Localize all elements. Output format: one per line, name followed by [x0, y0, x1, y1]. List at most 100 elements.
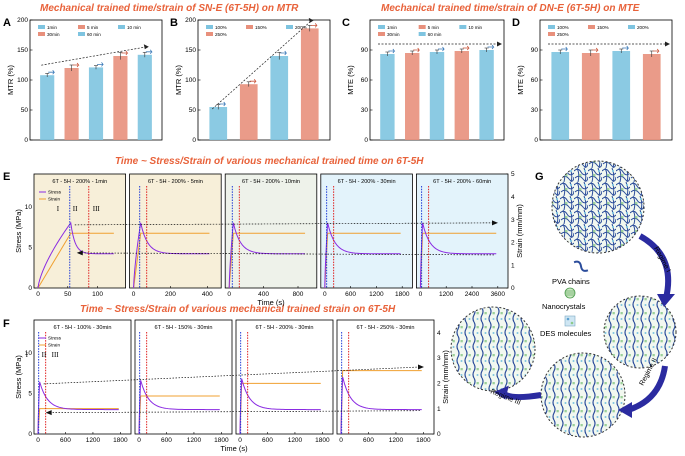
bar-arrow-icon	[97, 62, 104, 67]
bar-arrow-icon	[388, 48, 396, 54]
x-tick-label: 400	[258, 291, 269, 298]
bar-arrow-icon	[487, 44, 495, 50]
legend-label: 10 min	[127, 25, 141, 30]
legend-swatch	[286, 25, 293, 29]
panel-label-f: F	[3, 318, 10, 330]
legend-swatch	[118, 25, 125, 29]
x-tick-label: 400	[202, 291, 213, 298]
legend-label: 150%	[597, 25, 609, 30]
stress-curve	[419, 222, 497, 289]
legend-label: 30min	[387, 32, 400, 37]
bar-arrow-icon	[591, 47, 599, 53]
y-tick-label: 10	[25, 204, 33, 211]
y-tick-label: 0	[534, 137, 538, 144]
bar	[40, 75, 55, 140]
legend-label: 5 min	[87, 25, 99, 30]
legend-label: 150%	[255, 25, 267, 30]
y-tick-label-right: 1	[511, 262, 515, 269]
bar-arrow-icon	[561, 46, 569, 52]
y-tick-label-right: 3	[437, 355, 441, 362]
legend-label-stress: Stress	[48, 336, 62, 341]
trend-arrowhead	[497, 41, 502, 47]
stress-curve	[228, 222, 306, 289]
bar-arrow-icon	[622, 45, 630, 51]
y-tick-label: 0	[28, 431, 32, 438]
arrow-regime-1	[638, 233, 672, 299]
x-tick-label: 0	[36, 291, 40, 298]
x-tick-label: 600	[363, 437, 374, 444]
bar-arrow-icon	[310, 23, 318, 28]
y-tick-label: 90	[531, 47, 539, 54]
bar-arrow-icon	[48, 69, 55, 75]
legend-label: 30min	[47, 32, 60, 37]
stress-curve	[340, 376, 422, 435]
panel-label-e: E	[3, 171, 10, 183]
legend-swatch	[78, 32, 85, 36]
y-tick-label: 100	[17, 77, 28, 84]
legend-swatch	[206, 32, 213, 36]
x-tick-label: 200	[165, 291, 176, 298]
x-tick-label: 1800	[214, 437, 229, 444]
x-tick-label: 2400	[465, 291, 480, 298]
stress-curve	[37, 221, 114, 289]
pva-chain-icon	[573, 260, 589, 272]
x-tick-label: 0	[419, 291, 423, 298]
title-mtr: Mechanical trained time/strain of SN-E (…	[40, 3, 299, 14]
y-tick-label: 50	[189, 107, 197, 114]
x-tick-label: 0	[323, 291, 327, 298]
bar-arrow-icon	[438, 46, 445, 52]
y-tick-label-right: 4	[511, 194, 515, 201]
bar	[612, 51, 631, 140]
x-tick-label: 50	[64, 291, 72, 298]
regime-circle-stretched	[603, 295, 677, 369]
bar	[405, 53, 420, 140]
y-tick-label: 60	[531, 77, 539, 84]
y-axis-label-right: Strain (mm/mm)	[441, 350, 450, 404]
subplot-title: 6T - 5H - 200% - 30min	[255, 325, 313, 331]
bar	[137, 54, 152, 140]
x-tick-label: 600	[60, 437, 71, 444]
legend-label: 100%	[557, 25, 569, 30]
bar	[479, 50, 494, 140]
x-tick-label: 0	[227, 291, 231, 298]
bar-arrow-icon	[462, 45, 470, 51]
x-tick-label: 100	[92, 291, 103, 298]
bar	[380, 54, 395, 140]
trend-arrowhead	[143, 44, 149, 50]
x-tick-label: 1200	[288, 437, 303, 444]
legend-label: 5 min	[428, 25, 440, 30]
trend-arrowhead	[308, 17, 314, 23]
legend-swatch	[588, 25, 595, 29]
strain-curve	[228, 232, 306, 289]
subplot-frame	[415, 173, 509, 289]
nanocrystal-icon	[564, 287, 576, 299]
x-tick-label: 1200	[389, 437, 404, 444]
trend-arrowhead-upper	[492, 220, 498, 226]
x-tick-label: 0	[238, 437, 242, 444]
legend-swatch	[378, 25, 385, 29]
bar-arrow-icon	[145, 49, 153, 55]
title-mte: Mechanical trained time/strain of DN-E (…	[381, 3, 640, 14]
y-axis-label-left: Stress (MPa)	[14, 355, 23, 399]
panel-label-c: C	[342, 17, 350, 29]
subplot-title: 6T - 5H - 200% - 1min	[52, 179, 107, 185]
x-tick-label: 1200	[369, 291, 384, 298]
legend-label: 1min	[387, 25, 397, 30]
x-tick-label: 3600	[491, 291, 506, 298]
legend-swatch	[206, 25, 213, 29]
subplot-title: 6T - 5H - 250% - 30min	[356, 325, 414, 331]
subplot-title: 6T - 5H - 200% - 30min	[338, 179, 396, 185]
y-tick-label: 30	[361, 107, 369, 114]
panel-label-g: G	[535, 171, 544, 183]
x-tick-label: 800	[293, 291, 304, 298]
x-tick-label: 1800	[315, 437, 330, 444]
y-axis-label: MTE (%)	[346, 65, 355, 95]
legend-label: 200%	[637, 25, 649, 30]
regime-numeral: II	[42, 351, 47, 359]
chart-c: 0 30 60 90 MTE (%) 1min 5 min 10 min 30min 60 min	[346, 19, 505, 144]
schematic-g: Regime I Regime II Regime III PVA chains…	[450, 160, 677, 438]
chart-a: 0 50 100 150 200 MTR (%) 1min 5 min 10 min 30min 6…	[6, 17, 163, 144]
subplot-title: 6T - 5H - 200% - 60min	[433, 179, 491, 185]
